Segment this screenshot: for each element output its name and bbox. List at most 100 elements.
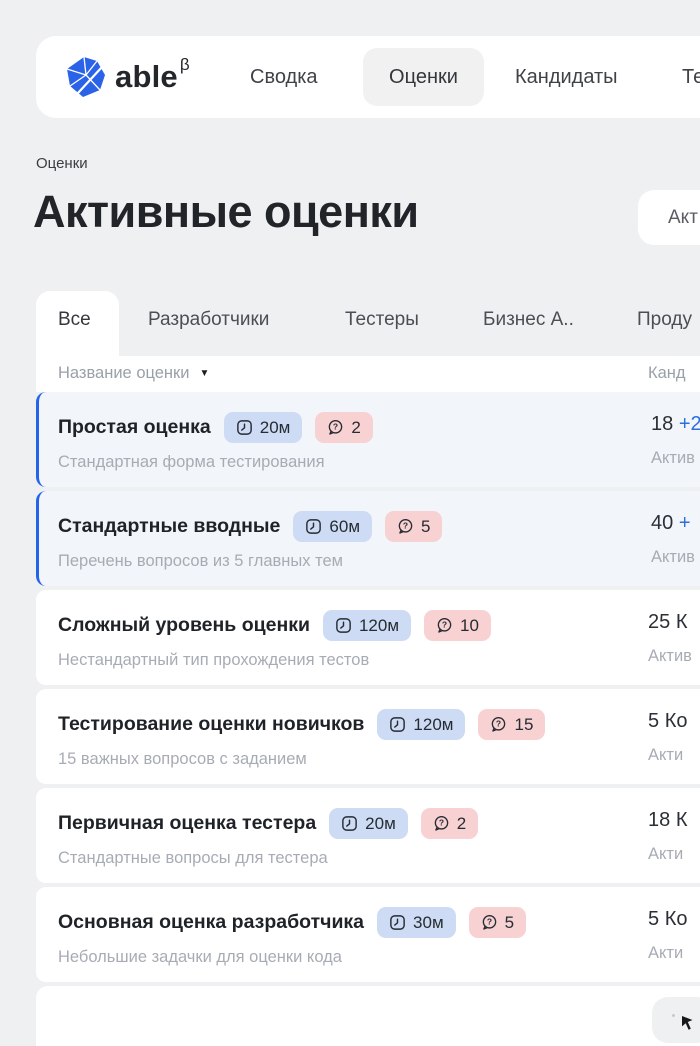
- tab-product-truncated[interactable]: Проду: [637, 309, 692, 330]
- nav-item-kandidaty[interactable]: Кандидаты: [515, 65, 618, 88]
- assessment-row[interactable]: Простая оценка 20м ? 2 Стандартная форма…: [36, 392, 700, 487]
- question-bubble-icon: ?: [482, 915, 496, 930]
- assessment-row[interactable]: Стандартные вводные 60м ? 5 Перечень воп…: [36, 491, 700, 586]
- duration-badge: 120м: [377, 709, 466, 740]
- assessment-description: Небольшие задачки для оценки кода: [58, 948, 342, 966]
- assessment-row[interactable]: Первичная оценка тестера 20м ? 2 Стандар…: [36, 788, 700, 883]
- questions-badge: ? 10: [424, 610, 491, 641]
- questions-badge: ? 5: [468, 907, 527, 938]
- nav-item-svodka[interactable]: Сводка: [250, 65, 318, 88]
- candidates-suffix: Ко: [664, 710, 688, 732]
- status-badge: Акти: [648, 944, 684, 962]
- status-badge: Актив: [651, 449, 695, 467]
- duration-badge: 20м: [223, 412, 303, 443]
- candidates-suffix: Ко: [664, 908, 688, 930]
- sort-caret-icon: ▼: [199, 368, 210, 379]
- svg-text:?: ?: [333, 422, 338, 432]
- duration-badge: 20м: [329, 808, 408, 839]
- candidates-cell: 5 Ко: [648, 710, 687, 733]
- assessment-row[interactable]: Основная оценка разработчика 30м ? 5 Неб…: [36, 887, 700, 982]
- duration-value: 60м: [329, 516, 361, 536]
- assessment-description: Стандартные вопросы для тестера: [58, 849, 328, 867]
- candidates-count: 18: [651, 413, 674, 435]
- questions-value: 10: [460, 615, 479, 635]
- candidates-suffix: К: [675, 809, 688, 831]
- questions-value: 2: [456, 813, 467, 833]
- questions-value: 2: [351, 417, 361, 437]
- candidates-cell: 25 К: [648, 611, 692, 634]
- assessment-description: 15 важных вопросов с заданием: [58, 750, 307, 768]
- assessment-description: Перечень вопросов из 5 главных тем: [58, 552, 343, 570]
- assessment-title: Первичная оценка тестера: [58, 812, 317, 834]
- nav-item-ocenki-active[interactable]: Оценки: [363, 48, 484, 106]
- tab-all[interactable]: Все: [36, 291, 119, 356]
- questions-badge: ? 2: [420, 808, 479, 839]
- clock-icon: [236, 420, 252, 435]
- question-bubble-icon: ?: [398, 519, 413, 534]
- candidates-count: 25: [648, 611, 671, 633]
- candidates-count: 40: [651, 512, 674, 534]
- clock-icon: [390, 717, 406, 732]
- clock-icon: [342, 816, 358, 831]
- status-badge: Акти: [648, 845, 684, 863]
- questions-badge: ? 15: [478, 709, 546, 740]
- svg-text:?: ?: [442, 620, 447, 630]
- candidates-cell: 5 Ко: [648, 908, 687, 931]
- clock-icon: [390, 915, 405, 930]
- tab-testers[interactable]: Тестеры: [345, 309, 419, 330]
- page-title: Активные оценки: [33, 186, 419, 237]
- assessment-row[interactable]: Сложный уровень оценки 120м ? 10 Нестанд…: [36, 590, 700, 685]
- question-bubble-icon: ?: [434, 816, 449, 831]
- candidates-suffix: К: [675, 611, 688, 633]
- assessment-title: Тестирование оценки новичков: [58, 713, 365, 735]
- assessment-title: Стандартные вводные: [58, 515, 281, 537]
- breadcrumb[interactable]: Оценки: [36, 155, 88, 172]
- top-navbar: able β Сводка Оценки Кандидаты Те: [36, 36, 700, 118]
- questions-value: 5: [504, 912, 515, 932]
- column-header-candidates: Канд: [648, 364, 686, 382]
- duration-badge: 120м: [322, 610, 412, 641]
- candidates-cell: 18 К: [648, 809, 687, 832]
- question-bubble-icon: ?: [437, 618, 452, 633]
- questions-value: 5: [421, 516, 431, 536]
- assessment-description: Стандартная форма тестирования: [58, 453, 325, 471]
- duration-badge: 60м: [293, 511, 373, 542]
- brand[interactable]: able β: [64, 36, 190, 118]
- assessment-title: Основная оценка разработчика: [58, 911, 365, 933]
- tab-developers[interactable]: Разработчики: [148, 309, 270, 330]
- status-badge: Актив: [651, 548, 695, 566]
- sparkle-dot: [672, 1014, 675, 1017]
- brand-logo-icon: [66, 56, 105, 97]
- duration-value: 120м: [413, 714, 454, 734]
- nav-item-te-truncated[interactable]: Те: [682, 65, 700, 88]
- brand-name: able: [115, 59, 178, 94]
- status-badge: Актив: [648, 647, 692, 665]
- status-badge: Акти: [648, 746, 684, 764]
- brand-beta-sup: β: [179, 55, 190, 74]
- question-bubble-icon: ?: [492, 717, 506, 732]
- column-header-name-sort[interactable]: Название оценки ▼: [58, 364, 209, 383]
- candidates-cell: 18 +2: [651, 413, 700, 436]
- questions-value: 15: [514, 714, 534, 734]
- assessment-title: Простая оценка: [58, 416, 211, 438]
- mouse-cursor-icon: [682, 1016, 693, 1030]
- duration-value: 20м: [259, 417, 291, 437]
- status-filter-button[interactable]: Акт: [638, 190, 700, 245]
- assessment-row[interactable]: Тестирование оценки новичков 120м ? 15 1…: [36, 689, 700, 784]
- duration-value: 120м: [358, 615, 400, 635]
- question-bubble-icon: ?: [329, 420, 343, 435]
- tab-business-analysts[interactable]: Бизнес А..: [483, 309, 574, 330]
- assessment-row-partial[interactable]: [36, 986, 700, 1046]
- candidates-cell: 40 +: [651, 512, 695, 535]
- svg-text:?: ?: [403, 521, 408, 531]
- table-header: Название оценки ▼ Канд: [36, 356, 700, 392]
- duration-value: 30м: [413, 912, 444, 932]
- column-header-name-label: Название оценки: [58, 364, 190, 382]
- duration-value: 20м: [365, 813, 396, 833]
- questions-badge: ? 5: [385, 511, 443, 542]
- clock-icon: [306, 519, 322, 534]
- new-candidates-count: +: [678, 512, 691, 534]
- duration-badge: 30м: [377, 907, 456, 938]
- candidates-count: 5: [648, 710, 660, 732]
- assessment-description: Нестандартный тип прохождения тестов: [58, 651, 370, 669]
